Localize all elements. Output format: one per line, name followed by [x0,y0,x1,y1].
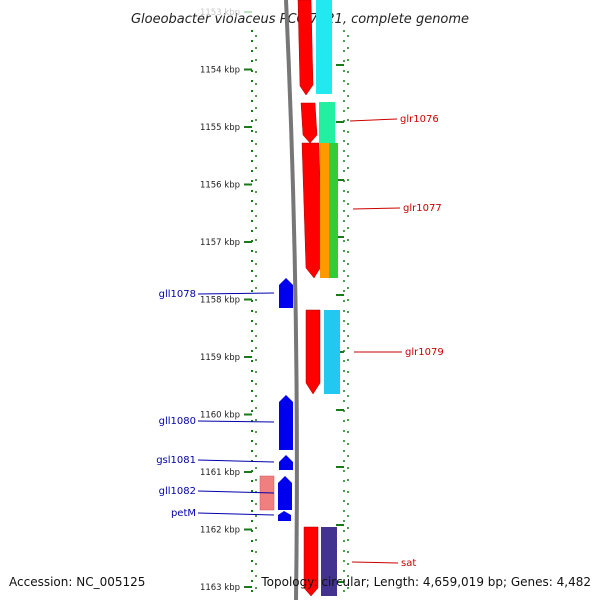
label-glr1077[interactable]: glr1077 [403,203,442,214]
track-feature-orange[interactable] [320,143,329,278]
label-petM[interactable]: petM [171,508,196,519]
ruler: 1153 kbp 1154 kbp 1155 kbp 1156 kbp 1157 kbp… [200,8,257,598]
ruler-tick-label: 1160 kbp [200,411,240,421]
label-gsl1081[interactable]: gsl1081 [156,455,196,466]
gene-labels: glr1076 glr1077 glr1079 sat gll1078 gll1… [156,114,443,569]
gene-arrow-petM[interactable] [278,511,291,521]
gene-arrow-gll1080[interactable] [279,395,293,450]
label-gll1080[interactable]: gll1080 [159,416,196,427]
ruler-ticks: 1153 kbp 1154 kbp 1155 kbp 1156 kbp 1157 kbp… [200,8,252,593]
ruler-tick-label: 1157 kbp [200,238,240,248]
gene-arrow-gll1078[interactable] [279,278,293,308]
ruler-tick-label: 1153 kbp [200,8,240,18]
label-gll1082[interactable]: gll1082 [159,486,196,497]
feature-tracks [316,0,340,596]
gene-arrow-sat[interactable] [303,526,319,597]
label-gll1078[interactable]: gll1078 [159,289,196,300]
gene-arrow-forward[interactable] [297,0,314,96]
gene-arrow-glr1077[interactable] [301,142,323,279]
leader-petM [197,512,275,516]
leader-gsl1081 [197,459,275,463]
gene-arrow-gll1082[interactable] [278,476,292,510]
track-feature-lime[interactable] [329,143,338,278]
accession-text: Accession: NC_005125 [9,575,145,589]
leader-glr1076 [349,118,398,122]
leader-glr1077 [352,207,401,210]
track-feature-purple[interactable] [321,527,337,596]
ruler-tick-label: 1156 kbp [200,181,240,191]
ruler-tick-label: 1155 kbp [200,123,240,133]
topology-summary-text: Topology: circular; Length: 4,659,019 bp… [260,575,591,589]
ruler-tick-label: 1162 kbp [200,526,240,536]
forward-strand-features [297,0,323,597]
ruler-tick-label: 1163 kbp [200,583,240,593]
gene-arrow-glr1076[interactable] [300,102,318,144]
track-feature-cyan[interactable] [316,0,332,94]
ruler-tick-label: 1161 kbp [200,468,240,478]
label-glr1076[interactable]: glr1076 [400,114,439,125]
ruler-tick-label: 1159 kbp [200,353,240,363]
ruler-tick-label: 1158 kbp [200,296,240,306]
genome-backbone [284,0,299,600]
gene-arrow-glr1079[interactable] [305,309,321,395]
track-feature-green[interactable] [319,102,335,143]
leader-gll1080 [197,420,275,423]
label-sat[interactable]: sat [401,558,416,569]
leader-sat [351,561,399,564]
track-feature-blue[interactable] [324,310,340,394]
leader-gll1082 [197,490,275,494]
reverse-strand-features [259,278,293,521]
leader-gll1078 [197,292,275,295]
ruler-tick-label: 1154 kbp [200,66,240,76]
label-glr1079[interactable]: glr1079 [405,347,444,358]
gene-arrow-gsl1081[interactable] [279,455,293,470]
